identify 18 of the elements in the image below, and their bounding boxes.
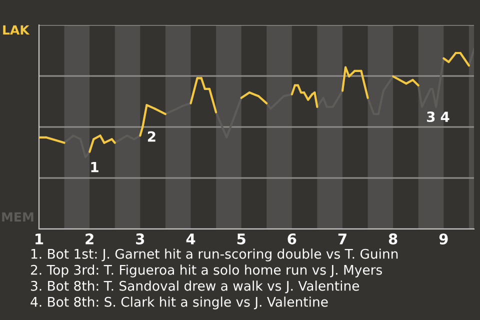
x-tick-label: 6	[288, 233, 296, 244]
text: 2. Top 3rd: T. Figueroa hit a solo home run vs J. Myers	[30, 264, 382, 278]
x-tick-label: 1	[36, 234, 44, 244]
annotation: 1	[91, 162, 98, 172]
text: 3. Bot 8th: T. Sandoval drew a walk vs J. Valentine	[31, 280, 360, 294]
x-tick-label: 8	[388, 233, 398, 244]
text: 1. Bot 1st: J. Garnet hit a run-scoring double vs T. Guinn	[31, 248, 398, 262]
x-tick-label: 3	[136, 233, 144, 244]
text: 4. Bot 8th: S. Clark hit a single vs J. Valentine	[30, 296, 328, 310]
x-tick-label: 7	[338, 234, 346, 244]
annotation: 3	[426, 112, 435, 122]
annotation: 4	[440, 112, 450, 122]
text: LAK	[3, 25, 30, 34]
x-tick-label: 2	[86, 233, 94, 244]
x-tick-label: 4	[186, 234, 196, 244]
x-tick-label: 5	[237, 234, 246, 244]
x-tick-label: 9	[439, 233, 448, 244]
annotation: 2	[148, 131, 156, 142]
